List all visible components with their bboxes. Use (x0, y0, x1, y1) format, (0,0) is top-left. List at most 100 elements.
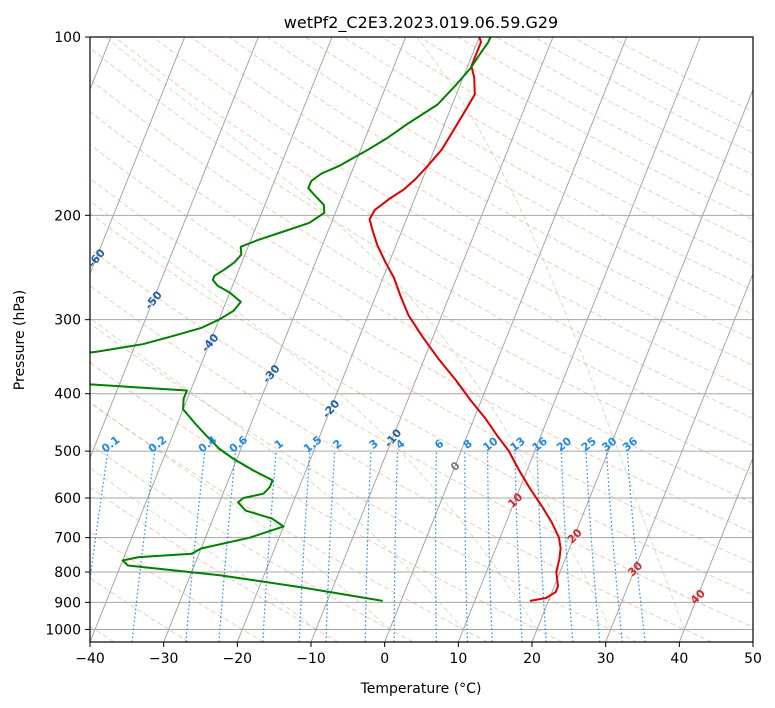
mixing-ratio-line-11 (464, 451, 469, 642)
dewpoint-profile (90, 37, 492, 602)
mixing-ratio-label-1: 0.1 (99, 433, 122, 455)
y-axis-label: Pressure (hPa) (12, 290, 28, 390)
moist-adiabat-2 (90, 401, 391, 630)
mixing-ratio-line-12 (487, 451, 493, 642)
dry-adiabat-label-5: -60 (85, 246, 108, 270)
x-tick-label-8: 30 (597, 651, 615, 667)
isotherm-18 (531, 88, 753, 642)
dry-adiabat-12 (90, 323, 638, 642)
moist-adiabat-5 (105, 37, 612, 630)
isotherm-label-2: 10 (505, 490, 525, 510)
plot-frame (89, 36, 754, 643)
y-tick-label-7: 700 (54, 531, 81, 547)
x-axis-label: Temperature (°C) (360, 681, 482, 697)
isotherm-12 (90, 37, 333, 642)
mixing-ratio-label-3: 0.4 (196, 433, 220, 455)
mixing-ratio-line-16 (585, 451, 601, 642)
y-axis: 100 200 300 400 500 600 700 800 900 1000 (45, 30, 90, 638)
dry-adiabat-label-8: -30 (260, 362, 283, 386)
dry-adiabat-24 (228, 37, 753, 341)
x-tick-label-1: −40 (75, 651, 105, 667)
y-tick-label-5: 500 (54, 444, 81, 460)
dry-adiabat-22 (152, 37, 753, 393)
moist-adiabat-6 (416, 37, 685, 630)
x-tick-label-5: 0 (380, 651, 389, 667)
mixing-ratio-line-7 (325, 451, 336, 642)
dry-adiabat-23 (190, 37, 753, 366)
dry-adiabat-33 (572, 37, 753, 133)
isotherm-label-5: 40 (688, 587, 708, 607)
y-tick-label-2: 200 (54, 208, 81, 224)
mixing-ratio-line-6 (298, 451, 311, 642)
mixing-ratio-line-14 (536, 451, 547, 642)
isotherm-16 (384, 37, 628, 642)
y-tick-label-10: 1000 (45, 622, 81, 638)
isotherm-15 (310, 37, 554, 642)
y-tick-label-6: 600 (54, 491, 81, 507)
x-tick-label-7: 20 (523, 651, 541, 667)
isotherm-19 (605, 272, 753, 642)
dry-adiabat-label-6: -50 (142, 288, 165, 312)
dry-adiabat-27 (343, 37, 753, 267)
isotherm-10 (90, 37, 186, 276)
plot-area: 0.10.20.40.611.52346810131620253036-100-… (32, 37, 753, 642)
isotherm-13 (163, 37, 407, 642)
dry-adiabat-16 (90, 177, 753, 564)
chart-title: wetPf2_C2E3.2023.019.06.59.G29 (284, 13, 558, 33)
isotherm-11 (90, 37, 259, 460)
mixing-ratio-line-15 (560, 451, 574, 642)
x-tick-label-3: −20 (223, 651, 253, 667)
mixing-ratio-line-3 (185, 451, 206, 642)
dry-adiabat-7 (90, 531, 264, 642)
mixing-ratio-label-6: 1.5 (301, 433, 324, 455)
dry-adiabat-34 (610, 37, 753, 113)
y-tick-label-4: 400 (54, 387, 81, 403)
dry-adiabat-17 (90, 143, 753, 534)
isotherm-20 (678, 456, 753, 642)
dry-adiabat-15 (90, 212, 753, 596)
dry-adiabat-14 (90, 248, 753, 628)
y-tick-label-1: 100 (54, 30, 81, 46)
mixing-ratio-label-7: 2 (331, 437, 345, 452)
mixing-ratio-label-8: 3 (367, 437, 381, 452)
mixing-ratio-line-2 (131, 451, 156, 642)
isotherm-17 (457, 37, 701, 642)
dry-adiabat-19 (90, 78, 753, 475)
dry-adiabat-label-9: -20 (320, 397, 343, 421)
temperature-profile (368, 37, 562, 602)
mixing-ratio-line-8 (364, 451, 372, 642)
mixing-ratio-label-11: 8 (461, 437, 475, 452)
dry-adiabat-label-4: -70 (32, 196, 55, 220)
mixing-ratio-label-5: 1 (272, 437, 286, 452)
y-tick-label-3: 300 (54, 313, 81, 329)
dry-adiabat-18 (90, 110, 753, 504)
mixing-ratio-line-18 (626, 451, 646, 642)
dry-adiabat-32 (534, 37, 753, 155)
mixing-ratio-line-1 (90, 451, 109, 584)
dry-adiabat-11 (90, 361, 563, 642)
y-tick-label-8: 800 (54, 565, 81, 581)
y-tick-label-9: 900 (54, 595, 81, 611)
moist-adiabat-4 (90, 200, 538, 630)
x-tick-label-6: 10 (449, 651, 467, 667)
mixing-ratio-line-10 (435, 451, 437, 642)
dry-adiabat-25 (266, 37, 753, 316)
mixing-ratio-label-10: 6 (432, 437, 446, 452)
mixing-ratio-line-4 (218, 451, 237, 642)
isotherm-label-1: 0 (448, 459, 463, 474)
mixing-ratio-line-17 (605, 451, 623, 642)
moist-adiabat-1 (90, 467, 317, 630)
dry-adiabat-13 (90, 285, 712, 642)
dry-adiabat-29 (419, 37, 753, 221)
dry-adiabat-label-7: -40 (199, 331, 222, 355)
dry-adiabat-26 (305, 37, 753, 291)
x-axis: −40 −30 −20 −10 0 10 20 30 40 50 (75, 642, 762, 667)
isotherm-21 (752, 640, 753, 642)
dry-adiabat-10 (90, 402, 488, 642)
isotherm-14 (236, 37, 480, 642)
x-tick-label-9: 40 (670, 651, 688, 667)
x-tick-label-10: 50 (744, 651, 762, 667)
x-tick-label-2: −30 (149, 651, 179, 667)
mixing-ratio-label-4: 0.6 (227, 433, 251, 455)
